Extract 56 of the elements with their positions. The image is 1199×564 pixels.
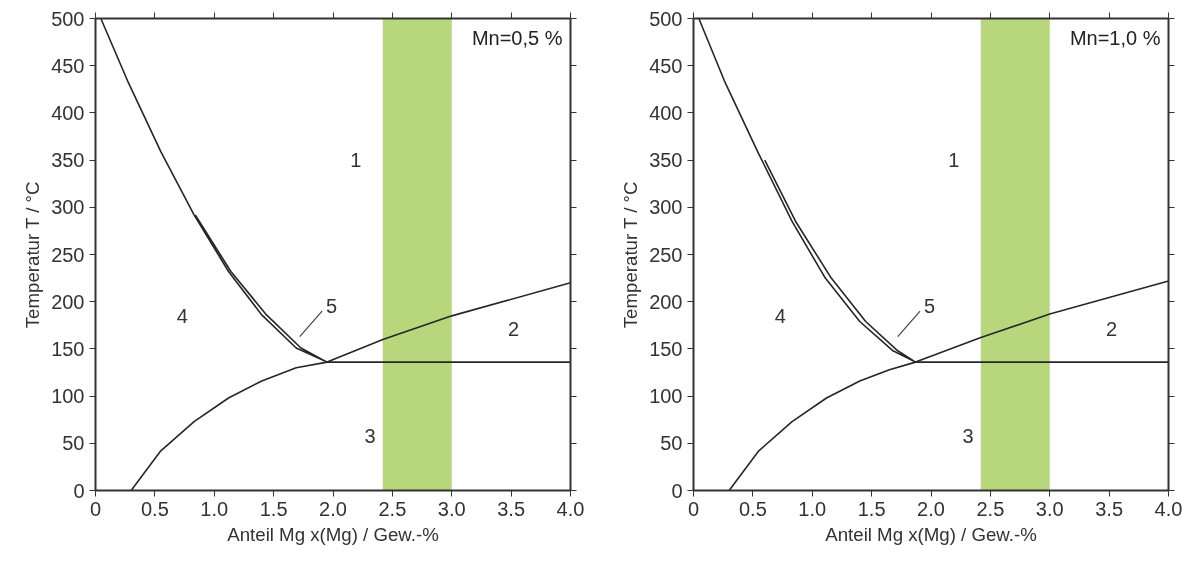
annotation: 2: [1105, 318, 1118, 341]
y-tick-label: 50: [62, 432, 85, 455]
x-tick-label: 2.5: [976, 497, 1005, 520]
x-tick-label: 3.0: [1035, 497, 1064, 520]
x-tick-label: 1.0: [200, 497, 229, 520]
annotation: 5: [325, 295, 337, 318]
y-tick-label: 300: [649, 196, 683, 219]
y-tick-label: 0: [73, 479, 85, 502]
x-tick-label: 2.5: [378, 497, 407, 520]
x-tick-label: 0: [687, 497, 700, 520]
x-tick-label: 4.0: [556, 497, 585, 520]
y-tick-label: 0: [671, 479, 683, 502]
y-tick-label: 100: [649, 385, 683, 408]
x-tick-label: 0.5: [140, 497, 169, 520]
x-axis-title: Anteil Mg x(Mg) / Gew.-%: [227, 523, 439, 545]
annotation: 1: [350, 149, 362, 172]
x-tick-label: 4.0: [1154, 497, 1183, 520]
annotation: 3: [962, 424, 974, 447]
annotation: 3: [364, 424, 376, 447]
x-tick-label: 0.5: [738, 497, 767, 520]
annotation: 4: [176, 304, 188, 327]
x-tick-label: 0: [89, 497, 102, 520]
y-tick-label: 300: [51, 196, 85, 219]
annotation: Mn=0,5 %: [471, 26, 563, 49]
y-tick-label: 150: [649, 337, 683, 360]
x-tick-label: 3.0: [437, 497, 466, 520]
y-axis-title: Temperatur T / °C: [620, 181, 642, 329]
y-tick-label: 50: [660, 432, 683, 455]
y-tick-label: 100: [51, 385, 85, 408]
y-tick-label: 450: [51, 54, 85, 77]
annotation: Mn=1,0 %: [1069, 26, 1161, 49]
y-tick-label: 400: [649, 101, 683, 124]
y-tick-label: 500: [51, 7, 85, 30]
x-tick-label: 2.0: [319, 497, 347, 520]
y-tick-label: 200: [51, 290, 85, 313]
x-tick-label: 1.0: [798, 497, 827, 520]
y-tick-label: 200: [649, 290, 683, 313]
x-tick-label: 3.5: [1095, 497, 1124, 520]
x-tick-label: 1.5: [857, 497, 886, 520]
annotation: 2: [507, 318, 520, 341]
y-tick-label: 350: [51, 149, 85, 172]
y-tick-label: 400: [51, 101, 85, 124]
y-tick-label: 150: [51, 337, 85, 360]
annotation: 5: [923, 295, 935, 318]
x-axis-title: Anteil Mg x(Mg) / Gew.-%: [825, 523, 1037, 545]
y-tick-label: 350: [649, 149, 683, 172]
y-tick-label: 250: [649, 243, 683, 266]
y-tick-label: 450: [649, 54, 683, 77]
x-tick-label: 3.5: [497, 497, 526, 520]
y-tick-label: 250: [51, 243, 85, 266]
y-tick-label: 500: [649, 7, 683, 30]
x-tick-label: 1.5: [259, 497, 288, 520]
x-tick-label: 2.0: [917, 497, 945, 520]
y-axis-title: Temperatur T / °C: [22, 181, 44, 329]
annotation: 1: [948, 149, 960, 172]
annotation: 4: [774, 304, 786, 327]
